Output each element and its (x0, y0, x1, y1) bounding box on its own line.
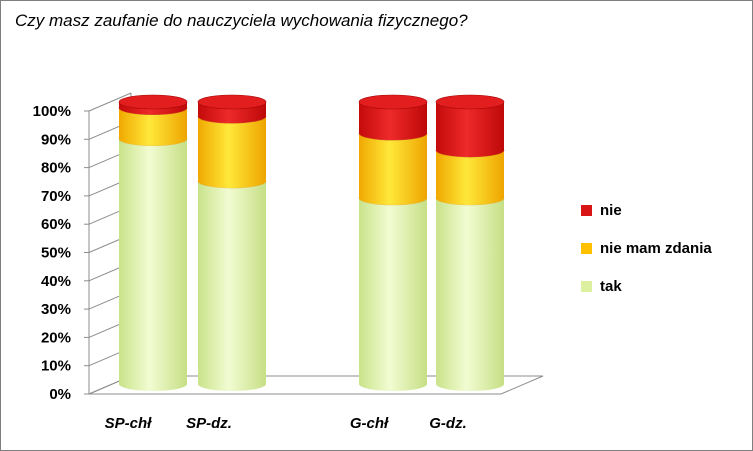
y-tick-label: 80% (41, 160, 71, 177)
bar-nie-mam-zdania (119, 107, 187, 146)
legend-item: nie (581, 201, 712, 220)
bar-nie (119, 102, 187, 115)
x-category-label: G-chł (350, 415, 389, 432)
legend-label: nie mam zdania (600, 240, 712, 257)
y-tick-label: 30% (41, 301, 71, 318)
legend-label: nie (600, 202, 622, 219)
bar-tak (119, 138, 187, 391)
y-tick-label: 70% (41, 188, 71, 205)
legend-swatch (581, 243, 592, 254)
bar-nie-mam-zdania (198, 116, 266, 188)
y-tick-label: 40% (41, 273, 71, 290)
legend-item: nie mam zdania (581, 239, 712, 258)
y-tick-label: 100% (33, 103, 71, 120)
y-tick-label: 90% (41, 131, 71, 148)
legend-item: tak (581, 277, 712, 296)
bar-tak (359, 197, 427, 391)
y-tick-label: 0% (49, 386, 71, 403)
legend: nie nie mam zdania tak (581, 201, 712, 315)
bar-top-cap (358, 94, 428, 110)
bar-nie-mam-zdania (436, 149, 504, 205)
y-tick-depth-line (88, 92, 132, 112)
bar-nie-mam-zdania (359, 133, 427, 205)
x-category-label: SP-chł (105, 415, 153, 432)
bar-top-cap (435, 94, 505, 110)
bar-nie (359, 102, 427, 141)
legend-label: tak (600, 278, 622, 295)
y-tick-label: 10% (41, 358, 71, 375)
chart-title: Czy masz zaufanie do nauczyciela wychowa… (15, 11, 468, 30)
bar-top-cap (118, 94, 188, 110)
bar-tak (198, 180, 266, 391)
y-tick-label: 60% (41, 216, 71, 233)
legend-swatch (581, 281, 592, 292)
bar-tak (436, 197, 504, 391)
bar-top-cap (197, 94, 267, 110)
bar-nie (436, 102, 504, 157)
x-category-label: G-dz. (429, 415, 467, 432)
bar-nie (198, 102, 266, 124)
floor (89, 375, 544, 395)
y-tick-label: 50% (41, 245, 71, 262)
legend-swatch (581, 205, 592, 216)
y-tick-label: 20% (41, 329, 71, 346)
x-category-label: SP-dz. (186, 415, 232, 432)
